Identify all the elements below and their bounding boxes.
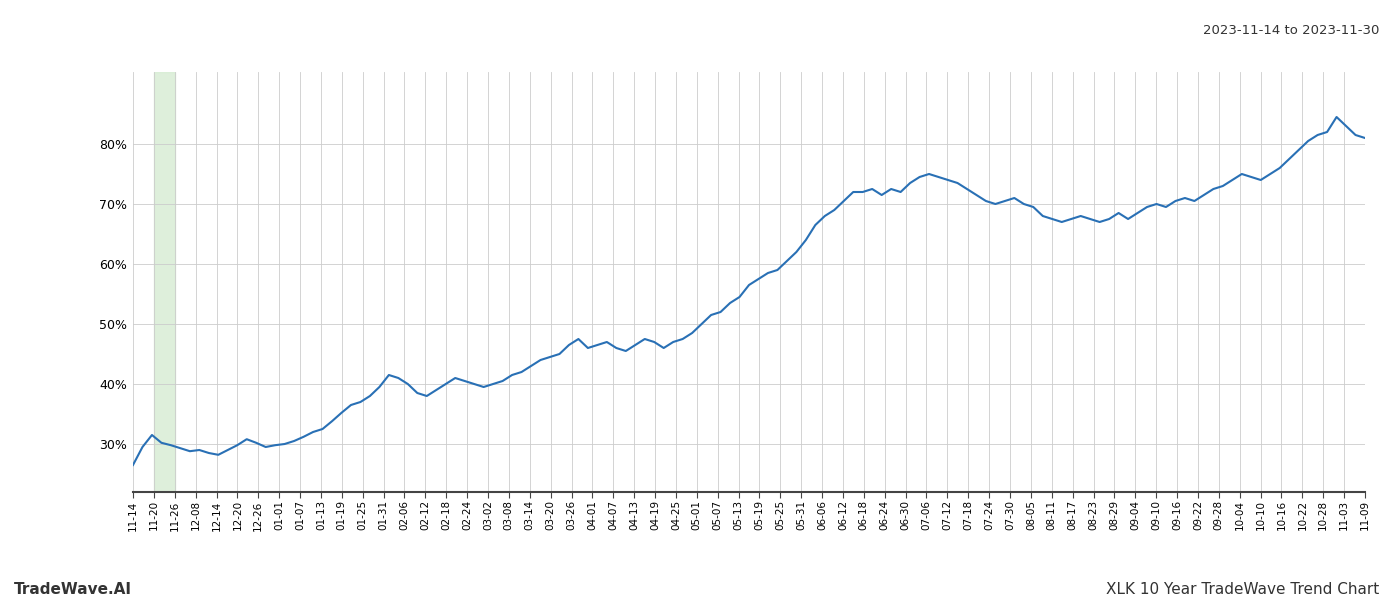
Text: XLK 10 Year TradeWave Trend Chart: XLK 10 Year TradeWave Trend Chart — [1106, 582, 1379, 597]
Text: 2023-11-14 to 2023-11-30: 2023-11-14 to 2023-11-30 — [1203, 24, 1379, 37]
Bar — [154, 72, 175, 492]
Text: TradeWave.AI: TradeWave.AI — [14, 582, 132, 597]
